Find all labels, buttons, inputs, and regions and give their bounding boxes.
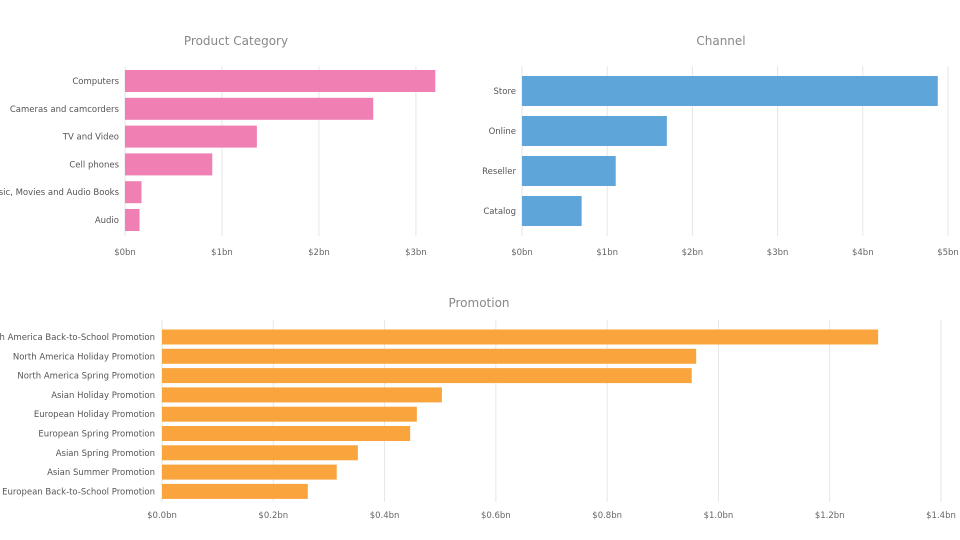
category-tick-label: $3bn (405, 248, 427, 258)
promotion-tick-label: $0.6bn (481, 511, 511, 521)
category-category-label: Music, Movies and Audio Books (0, 188, 120, 198)
promotion-category-label: European Holiday Promotion (34, 410, 155, 420)
product-category-title: Product Category (184, 34, 288, 48)
promotion-bar-asian-holiday-promotion[interactable] (162, 387, 442, 403)
channel-category-label: Catalog (483, 207, 516, 217)
promotion-tick-label: $0.8bn (592, 511, 622, 521)
promotion-category-label: Asian Holiday Promotion (51, 391, 155, 401)
category-category-label: Audio (95, 216, 119, 226)
promotion-category-label: European Spring Promotion (38, 430, 155, 440)
channel-bar-catalog[interactable] (522, 196, 582, 226)
promotion-title: Promotion (448, 296, 509, 310)
channel-category-label: Store (494, 87, 516, 97)
channel-tick-label: $0bn (511, 248, 533, 258)
channel-category-label: Reseller (482, 167, 516, 177)
promotion-category-label: North America Spring Promotion (17, 372, 155, 382)
promotion-category-label: North America Back-to-School Promotion (0, 333, 155, 343)
category-bar-cameras-and-camcorders[interactable] (125, 97, 374, 120)
product-category-chart: Product Category $0bn $1bn $2bn $3bn Compute… (0, 34, 436, 258)
promotion-tick-label: $0.0bn (147, 511, 177, 521)
channel-title: Channel (696, 34, 745, 48)
category-bar-computers[interactable] (125, 70, 436, 92)
channel-category-label: Online (489, 127, 516, 137)
promotion-category-label: Asian Summer Promotion (47, 468, 155, 478)
promotion-bar-north-america-back-to-school-promotion[interactable] (162, 329, 879, 345)
channel-bar-online[interactable] (522, 116, 667, 146)
category-category-label: Cameras and camcorders (10, 105, 120, 115)
promotion-tick-label: $0.2bn (258, 511, 288, 521)
promotion-bar-european-spring-promotion[interactable] (162, 426, 411, 441)
category-bar-tv-and-video[interactable] (125, 125, 257, 148)
channel-tick-label: $5bn (937, 248, 959, 258)
channel-bar-store[interactable] (522, 76, 938, 106)
channel-bar-reseller[interactable] (522, 156, 616, 186)
promotion-bar-european-holiday-promotion[interactable] (162, 406, 417, 422)
channel-tick-label: $1bn (596, 248, 618, 258)
promotion-category-label: Asian Spring Promotion (56, 449, 155, 459)
promotion-category-label: European Back-to-School Promotion (2, 487, 155, 497)
promotion-tick-label: $0.4bn (370, 511, 400, 521)
promotion-bar-european-back-to-school-promotion[interactable] (162, 483, 308, 499)
promotion-bar-north-america-spring-promotion[interactable] (162, 368, 692, 384)
category-category-label: Cell phones (69, 160, 119, 170)
promotion-chart: Promotion $0.0bn $0.2bn $0.4bn $0.6bn $0.8bn… (0, 296, 956, 521)
promotion-category-label: North America Holiday Promotion (13, 352, 155, 362)
category-bar-audio[interactable] (125, 209, 140, 231)
category-tick-label: $2bn (308, 248, 330, 258)
promotion-bar-asian-spring-promotion[interactable] (162, 445, 358, 461)
category-bar-music-movies-and-audio-books[interactable] (125, 181, 142, 204)
channel-tick-label: $3bn (767, 248, 789, 258)
category-bar-cell-phones[interactable] (125, 153, 213, 176)
category-category-label: Computers (72, 77, 119, 87)
channel-tick-label: $4bn (852, 248, 874, 258)
promotion-bar-north-america-holiday-promotion[interactable] (162, 348, 697, 364)
promotion-tick-label: $1.4bn (926, 511, 956, 521)
promotion-bar-asian-summer-promotion[interactable] (162, 464, 337, 480)
channel-chart: Channel $0bn $1bn $2bn $3bn $4bn $5bn Store Onl… (482, 34, 959, 258)
category-category-label: TV and Video (62, 133, 119, 143)
channel-tick-label: $2bn (682, 248, 704, 258)
promotion-tick-label: $1.2bn (815, 511, 845, 521)
category-tick-label: $0bn (114, 248, 136, 258)
promotion-tick-label: $1.0bn (704, 511, 734, 521)
category-tick-label: $1bn (211, 248, 233, 258)
